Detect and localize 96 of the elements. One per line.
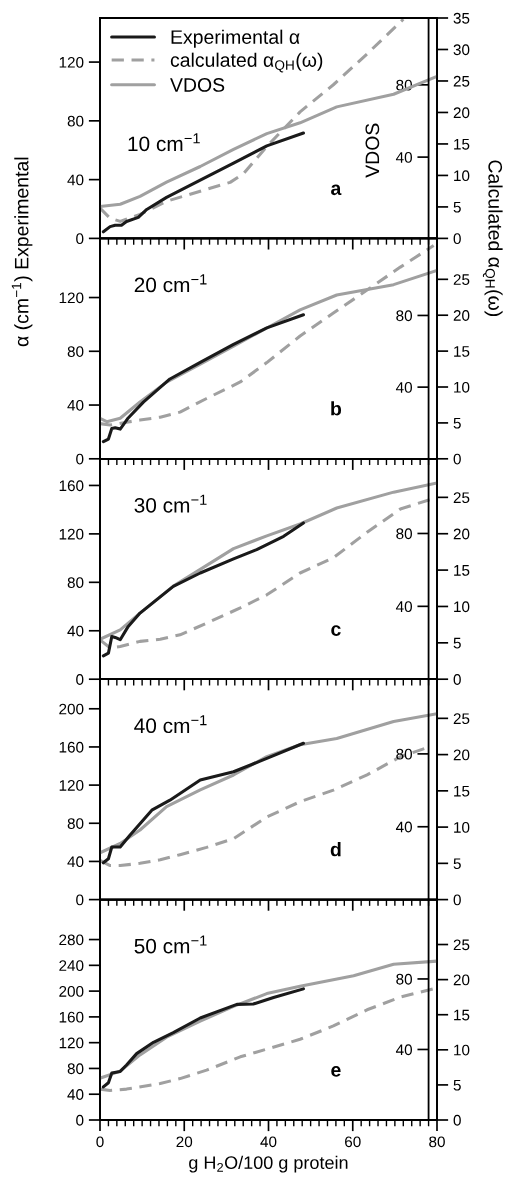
y2-tick-label: 25 [453, 274, 470, 286]
y2-tick-label: 5 [453, 1079, 461, 1091]
line-series [101, 131, 305, 234]
line-series [101, 313, 305, 444]
y-tick-label: 120 [59, 56, 84, 68]
y2-tick-label: 15 [454, 346, 470, 357]
y-tick-label: 120 [59, 528, 84, 540]
y-tick-label: 160 [59, 741, 84, 753]
legend-label: VDOS [170, 78, 225, 92]
y2-tick-label: 20 [453, 528, 470, 540]
y3-tick-label: 40 [395, 381, 413, 393]
y2-tick-label: 20 [453, 974, 470, 986]
y-tick-label: 80 [67, 346, 84, 357]
y-tick-label: 80 [67, 115, 84, 127]
y3-axis-title: VDOS [365, 123, 380, 178]
x-tick-label: 80 [429, 1136, 445, 1148]
x-tick-label: 40 [260, 1136, 277, 1148]
y2-tick-label: 5 [453, 637, 461, 649]
annotation: 20 cm$^{−1}$ [134, 274, 207, 293]
y-tick-label: 40 [67, 399, 84, 411]
y-tick-label: 120 [59, 292, 84, 304]
y2-tick-label: 5 [453, 417, 461, 429]
annotation: c [331, 625, 341, 636]
x-axis-title: g H$_{2}$O/100 g protein [189, 1155, 348, 1173]
y2-tick-label: 10 [454, 381, 470, 393]
y3-tick-label: 40 [395, 151, 413, 163]
line-series [101, 987, 305, 1089]
y-tick-label: 80 [67, 818, 84, 829]
y-tick-label: 280 [59, 934, 84, 946]
line-series [101, 741, 305, 865]
x-tick-label: 0 [96, 1136, 104, 1148]
y2-tick-label: 25 [453, 939, 470, 951]
y3-tick-label: 40 [395, 821, 413, 833]
legend-label: calculated α$_{QH}$(ω) [170, 52, 323, 73]
y-tick-label: 200 [59, 985, 84, 997]
annotation: 30 cm$^{−1}$ [134, 494, 207, 513]
y2-tick-label: 5 [453, 858, 461, 870]
annotation: a [331, 184, 342, 196]
annotation: b [331, 401, 342, 416]
y-axis-title: α (cm$^{−1}$) Experimental [11, 157, 33, 347]
y2-tick-label: 15 [454, 785, 470, 797]
y2-tick-label: 0 [453, 233, 461, 245]
line-series [100, 987, 436, 1093]
y2-tick-label: 15 [454, 565, 470, 576]
y-tick-label: 0 [76, 894, 84, 906]
y2-tick-label: 5 [453, 201, 461, 213]
y3-tick-label: 40 [395, 601, 413, 613]
y2-tick-label: 30 [453, 44, 470, 56]
y2-axis-title: Calculated α$_{QH}$(ω) [482, 160, 503, 317]
y3-tick-label: 40 [395, 1044, 413, 1056]
y-tick-label: 160 [59, 1011, 84, 1023]
x-tick-label: 20 [176, 1136, 193, 1148]
y2-tick-label: 20 [453, 749, 470, 761]
y2-tick-label: 10 [454, 601, 470, 613]
annotation: 50 cm$^{−1}$ [134, 935, 207, 954]
legend-label: Experimental α [171, 29, 300, 48]
y2-tick-label: 10 [454, 821, 470, 833]
y2-tick-label: 15 [454, 1009, 470, 1021]
y-tick-label: 0 [76, 453, 84, 465]
y-tick-label: 120 [59, 779, 84, 791]
y2-tick-label: 10 [454, 170, 470, 182]
y-tick-label: 0 [76, 674, 84, 685]
y2-tick-label: 0 [453, 674, 461, 685]
line-series [101, 521, 305, 658]
y2-tick-label: 25 [453, 492, 470, 504]
y3-tick-label: 80 [396, 748, 413, 760]
y2-tick-label: 25 [453, 713, 470, 725]
y-tick-label: 160 [59, 480, 84, 492]
y-tick-label: 40 [67, 1089, 84, 1100]
annotation: d [330, 842, 341, 857]
annotation: e [331, 1066, 341, 1077]
y-tick-label: 40 [67, 625, 84, 637]
y-tick-label: 80 [67, 1063, 84, 1075]
y-tick-label: 40 [67, 174, 84, 186]
y-tick-label: 120 [59, 1037, 84, 1049]
y-tick-label: 0 [76, 1114, 84, 1126]
y2-tick-label: 35 [453, 12, 470, 24]
y-tick-label: 240 [59, 960, 84, 972]
y2-tick-label: 20 [453, 107, 470, 119]
y3-tick-label: 80 [396, 310, 413, 322]
annotation: 40 cm$^{−1}$ [134, 715, 207, 734]
x-tick-label: 60 [345, 1136, 361, 1148]
annotation: 10 cm$^{−1}$ [128, 133, 200, 152]
y2-tick-label: 0 [453, 1114, 461, 1126]
y-tick-label: 80 [67, 577, 84, 589]
y-tick-label: 200 [59, 703, 84, 715]
y3-tick-label: 80 [396, 973, 413, 985]
y2-tick-label: 0 [453, 453, 461, 465]
y2-tick-label: 25 [453, 75, 470, 87]
y2-tick-label: 10 [454, 1044, 470, 1056]
y2-tick-label: 15 [454, 138, 470, 150]
y3-tick-label: 80 [396, 528, 413, 540]
y2-tick-label: 20 [453, 310, 470, 321]
y2-tick-label: 0 [453, 894, 461, 906]
y-tick-label: 0 [76, 233, 84, 245]
y-tick-label: 40 [67, 856, 84, 868]
